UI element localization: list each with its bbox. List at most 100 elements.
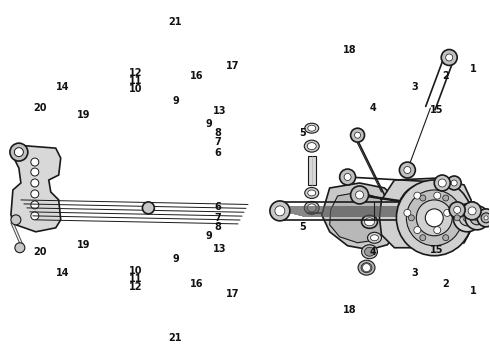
Text: 1: 1: [469, 64, 476, 74]
Circle shape: [31, 201, 39, 209]
Circle shape: [420, 206, 434, 220]
Text: 9: 9: [206, 120, 213, 129]
Circle shape: [434, 227, 441, 234]
Ellipse shape: [362, 215, 377, 228]
Circle shape: [484, 216, 488, 220]
Ellipse shape: [307, 143, 316, 150]
Circle shape: [425, 209, 443, 227]
Text: 13: 13: [213, 244, 227, 254]
Circle shape: [420, 235, 426, 241]
Circle shape: [14, 148, 24, 157]
Circle shape: [340, 169, 356, 185]
Circle shape: [453, 204, 481, 232]
Circle shape: [31, 179, 39, 187]
Circle shape: [416, 200, 452, 236]
Ellipse shape: [308, 190, 316, 196]
Text: 6: 6: [215, 202, 221, 212]
Text: 6: 6: [215, 148, 221, 158]
Text: 20: 20: [33, 103, 47, 113]
Circle shape: [404, 167, 411, 174]
Text: 10: 10: [129, 266, 143, 276]
Text: 2: 2: [442, 71, 449, 81]
Circle shape: [434, 192, 441, 199]
Polygon shape: [11, 145, 61, 232]
Text: 21: 21: [168, 17, 182, 27]
Text: 1: 1: [469, 286, 476, 296]
Polygon shape: [379, 178, 471, 248]
Circle shape: [356, 191, 364, 199]
Circle shape: [143, 202, 154, 214]
Ellipse shape: [304, 140, 319, 152]
Circle shape: [344, 174, 351, 180]
Text: 21: 21: [168, 333, 182, 343]
Text: 18: 18: [343, 305, 356, 315]
Circle shape: [474, 215, 480, 221]
Text: 4: 4: [369, 247, 376, 257]
Ellipse shape: [308, 125, 316, 131]
Circle shape: [446, 54, 453, 61]
Text: 19: 19: [76, 111, 90, 121]
Ellipse shape: [370, 235, 378, 241]
Text: 9: 9: [173, 96, 179, 106]
Circle shape: [31, 190, 39, 198]
Circle shape: [443, 235, 449, 241]
Circle shape: [481, 213, 490, 223]
Polygon shape: [330, 192, 390, 243]
Text: 11: 11: [129, 274, 143, 284]
Circle shape: [443, 195, 449, 201]
Text: 20: 20: [33, 247, 47, 257]
Circle shape: [31, 158, 39, 166]
Circle shape: [420, 195, 426, 201]
Text: 5: 5: [299, 129, 306, 138]
Text: 8: 8: [215, 129, 221, 138]
Circle shape: [414, 227, 421, 234]
Text: 7: 7: [215, 213, 221, 222]
Circle shape: [350, 128, 365, 142]
Circle shape: [396, 180, 472, 256]
Text: 5: 5: [299, 222, 306, 231]
Text: 10: 10: [129, 84, 143, 94]
Circle shape: [10, 143, 28, 161]
Circle shape: [355, 132, 361, 138]
Text: 16: 16: [190, 71, 204, 81]
Circle shape: [459, 210, 475, 226]
Circle shape: [399, 162, 416, 178]
Text: 14: 14: [55, 267, 69, 278]
Circle shape: [454, 215, 460, 221]
Circle shape: [463, 214, 471, 222]
Text: 3: 3: [411, 268, 417, 278]
Circle shape: [454, 206, 461, 213]
Circle shape: [449, 202, 465, 218]
Circle shape: [405, 191, 449, 235]
Text: 8: 8: [215, 222, 221, 231]
Circle shape: [11, 215, 21, 225]
Text: 2: 2: [442, 279, 449, 289]
Text: 9: 9: [206, 231, 213, 240]
Circle shape: [414, 192, 421, 199]
Text: 13: 13: [213, 106, 227, 116]
Circle shape: [15, 243, 25, 253]
Polygon shape: [322, 183, 399, 250]
Circle shape: [31, 168, 39, 176]
Ellipse shape: [304, 201, 319, 214]
Text: 19: 19: [76, 239, 90, 249]
Ellipse shape: [361, 263, 372, 273]
Text: 17: 17: [225, 289, 239, 299]
Circle shape: [31, 212, 39, 220]
Circle shape: [477, 209, 490, 227]
Circle shape: [463, 202, 481, 220]
Circle shape: [270, 201, 290, 221]
Text: 17: 17: [225, 61, 239, 71]
Text: 7: 7: [215, 138, 221, 147]
Circle shape: [434, 175, 450, 191]
Ellipse shape: [368, 232, 382, 243]
Circle shape: [363, 264, 370, 272]
Circle shape: [397, 183, 457, 243]
Circle shape: [441, 50, 457, 66]
Text: 18: 18: [343, 45, 356, 55]
Circle shape: [447, 176, 461, 190]
Circle shape: [408, 215, 415, 221]
Text: 15: 15: [430, 245, 443, 255]
Ellipse shape: [305, 188, 318, 198]
Ellipse shape: [365, 247, 374, 256]
